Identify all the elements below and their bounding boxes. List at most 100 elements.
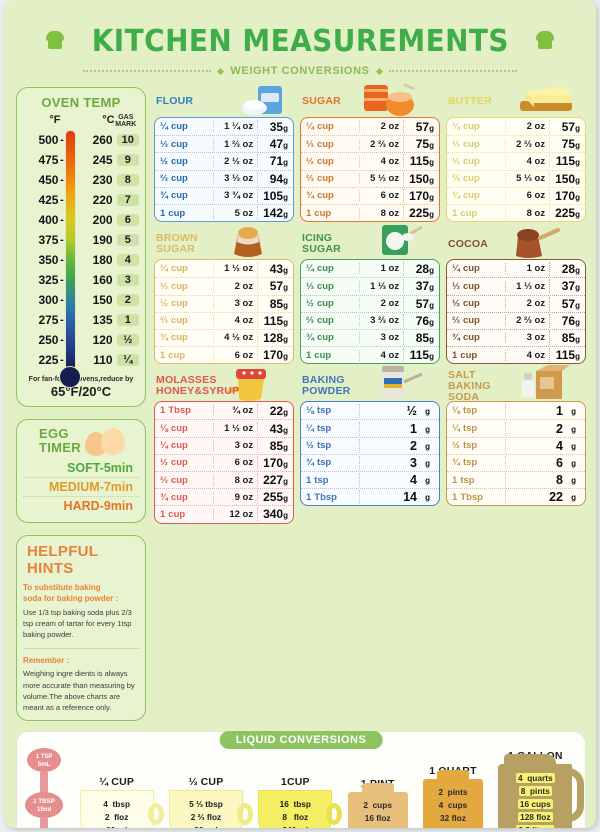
grams-value: 115	[263, 313, 284, 328]
cell-ounces: 6 oz	[212, 349, 257, 361]
grams-unit: g	[429, 123, 434, 133]
grams-unit: g	[429, 158, 434, 168]
gas-mark: 2	[116, 293, 139, 306]
grams-unit: g	[571, 406, 576, 416]
thermometer-icon	[65, 130, 76, 370]
grams-unit: g	[429, 300, 434, 310]
cell-grams: 76g	[549, 313, 585, 328]
liquid-conversions-badge: LIQUID CONVERSIONS	[219, 731, 383, 750]
temp-celsius: 245	[92, 152, 113, 167]
measure-unit: cup	[170, 173, 188, 185]
grams-unit: g	[283, 425, 288, 435]
table-row: 1 cup 8 oz 225g	[447, 203, 585, 221]
cell-measure: 1 cup	[155, 208, 213, 219]
cell-measure: ⅛ tsp	[447, 405, 505, 416]
grams-value: 8	[556, 473, 563, 488]
grams-value: 85	[269, 438, 284, 453]
table-row: ¾ cup 9 oz 255g	[155, 488, 293, 505]
liquid-vessel: ⅓ CUP 5 ⅓ tbsp 2 ⅔ floz 80 ml	[168, 776, 253, 828]
measure-unit: cup	[462, 263, 480, 275]
measure-unit: tsp	[316, 405, 332, 417]
right-column: FLOUR ¼ cup 1 ¼ oz 35g ⅓ cup 1 ⅔ oz 47g ½ cup 2 ½ o…	[154, 83, 586, 721]
vessel-conversions: 5 ⅓ tbsp 2 ⅔ floz 80 ml	[170, 798, 242, 828]
gas-mark: 3	[116, 273, 139, 286]
cell-grams: 85g	[257, 438, 293, 453]
egg-timer-list: SOFT-5min MEDIUM-7min HARD-9min	[23, 459, 139, 515]
cell-measure: ¼ cup	[155, 263, 213, 274]
table-row: ⅓ cup 2 oz 57g	[155, 277, 293, 294]
cell-grams: 57g	[403, 119, 439, 134]
grams-unit: g	[283, 442, 288, 452]
cell-grams: 170g	[257, 455, 293, 470]
cell-grams: 75g	[549, 137, 585, 152]
cell-ounces: 4 oz	[504, 155, 549, 167]
measure-amount: ⅔	[160, 474, 168, 486]
chef-hat-icon	[534, 30, 556, 53]
cell-measure: ½ cup	[447, 156, 505, 167]
spoon-handle	[40, 818, 48, 828]
table-row: ⅔ cup 5 ⅓ oz 150g	[447, 169, 585, 187]
measure-unit: cup	[170, 280, 188, 292]
temp-celsius: 110	[93, 352, 113, 367]
grams-value: 22	[269, 403, 284, 418]
cup-handle	[236, 802, 253, 825]
vessel-conversion-line: 3.8 litres	[501, 824, 569, 828]
measure-unit: cup	[316, 155, 334, 167]
grams-unit: g	[575, 300, 580, 310]
temp-celsius: 200	[92, 212, 113, 227]
cell-grams: 57g	[549, 119, 585, 134]
cell-grams: 22g	[257, 403, 293, 418]
vessel-conversion-line: 32 floz	[440, 812, 466, 823]
card-header: SALT BAKING SODA	[448, 365, 586, 402]
cell-ounces: 8 oz	[212, 474, 257, 486]
measure-unit: cup	[170, 332, 188, 344]
cell-grams: 57g	[257, 279, 293, 294]
temp-celsius: 260	[92, 132, 113, 147]
measure-unit: cup	[314, 349, 332, 361]
left-column: OVEN TEMP °F °C GAS MARK 500- -26010475-…	[16, 87, 146, 722]
butter-dish-icon	[514, 81, 576, 122]
icing-sugar-icon	[372, 223, 426, 264]
measure-amount: ½	[452, 440, 460, 452]
temp-fahrenheit: 475	[38, 152, 59, 167]
cell-grams: 57g	[549, 296, 585, 311]
cell-measure: ¾ cup	[155, 492, 213, 503]
temp-fahrenheit: 275	[38, 312, 59, 327]
vessel-conversions: 2 cups 16 floz 480 ml	[351, 799, 405, 828]
table-row: ¾ cup 6 oz 170g	[447, 186, 585, 204]
hints-heading: HELPFUL HINTS	[27, 543, 98, 578]
title-row: KITCHEN MEASUREMENTS	[4, 24, 596, 59]
measure-unit: Tbsp	[460, 491, 483, 503]
poster-header: KITCHEN MEASUREMENTS WEIGHT CONVERSIONS	[4, 0, 596, 77]
table-row: 1 cup 4 oz 115g	[301, 346, 439, 363]
measure-unit: tsp	[316, 423, 332, 435]
cell-measure: ¼ cup	[301, 263, 359, 274]
grams-unit: g	[429, 141, 434, 151]
vessel-conversion-line: 16 floz	[364, 812, 391, 823]
measure-unit: cup	[170, 190, 188, 202]
cell-ounces: 1 oz	[504, 263, 549, 275]
grams-value: 28	[415, 261, 430, 276]
cell-grams: 142g	[257, 206, 293, 221]
grams-unit: g	[571, 424, 576, 434]
temp-fahrenheit: 450	[38, 172, 59, 187]
measure-amount: ¾	[452, 332, 460, 344]
cell-ounces: 1 ⅔ oz	[212, 138, 257, 150]
grams-value: 37	[561, 279, 576, 294]
egg-timer-item: HARD-9min	[23, 496, 139, 515]
grams-value: 71	[269, 154, 284, 169]
cell-ounces: 5 oz	[212, 207, 257, 219]
measure-unit: Tbsp	[168, 405, 191, 417]
vessel-conversion-line: 16 cups	[517, 798, 553, 809]
fan-note-small: For fan-forced ovens,reduce by	[28, 375, 134, 383]
grams-unit: g	[429, 192, 434, 202]
measuring-spoon-icon: 1 TBSP 15ml	[25, 792, 67, 828]
table-row: ¼ cup 2 oz 57g	[301, 118, 439, 135]
temp-fahrenheit: 325	[38, 272, 59, 287]
